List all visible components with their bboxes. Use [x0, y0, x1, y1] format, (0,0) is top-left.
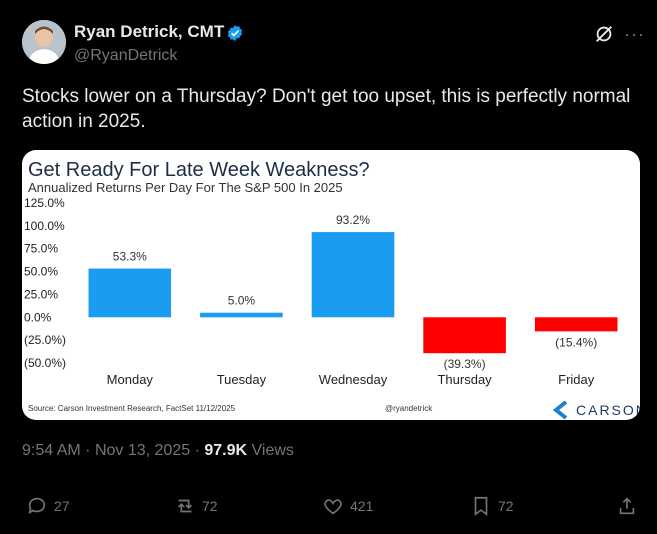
tweet-time[interactable]: 9:54 AM	[22, 442, 81, 459]
x-axis: Monday Tuesday Wednesday Thursday Friday	[107, 372, 595, 387]
tweet-date[interactable]: Nov 13, 2025	[94, 442, 191, 459]
chart-card[interactable]: Get Ready For Late Week Weakness? Annual…	[22, 150, 640, 420]
heart-icon	[324, 499, 342, 515]
x-tick-label: Friday	[558, 372, 595, 387]
y-tick-label: 0.0%	[24, 310, 52, 324]
tweet-text: Stocks lower on a Thursday? Don't get to…	[22, 86, 631, 132]
reply-icon	[28, 497, 46, 514]
data-label: 93.2%	[336, 213, 370, 227]
bookmark-icon	[474, 496, 488, 516]
share-icon	[619, 497, 635, 515]
tweet-meta: 9:54 AM · Nov 13, 2025 · 97.9K Views	[22, 442, 294, 459]
bars	[88, 232, 618, 354]
bar-thursday	[423, 317, 506, 354]
views-count: 97.9K	[204, 442, 248, 459]
y-tick-label: (50.0%)	[24, 356, 66, 370]
carson-brand: CARSON	[576, 402, 640, 418]
y-axis: 125.0% 100.0% 75.0% 50.0% 25.0% 0.0% (25.0%) (5…	[24, 196, 66, 370]
like-button[interactable]: 421	[322, 494, 373, 518]
x-tick-label: Wednesday	[319, 372, 388, 387]
repost-button[interactable]: 72	[174, 494, 218, 518]
y-tick-label: 75.0%	[24, 242, 58, 256]
avatar[interactable]	[22, 20, 66, 64]
returns-bar-chart: Get Ready For Late Week Weakness? Annual…	[24, 159, 640, 420]
share-button[interactable]	[616, 494, 638, 518]
bar-tuesday	[200, 312, 283, 318]
chart-subtitle: Annualized Returns Per Day For The S&P 5…	[28, 180, 343, 195]
data-label: (39.3%)	[444, 357, 486, 371]
x-tick-label: Monday	[107, 372, 154, 387]
verified-badge-icon	[227, 25, 243, 41]
bookmark-count: 72	[498, 498, 514, 514]
data-label: 53.3%	[113, 250, 147, 264]
like-count: 421	[350, 498, 374, 514]
carson-logo-icon	[552, 400, 568, 420]
bar-monday	[88, 268, 172, 318]
data-label: 5.0%	[228, 294, 256, 308]
author-name[interactable]: Ryan Detrick, CMT	[74, 22, 225, 41]
grok-icon[interactable]	[593, 23, 615, 45]
y-tick-label: (25.0%)	[24, 333, 66, 347]
y-tick-label: 100.0%	[24, 219, 65, 233]
bar-friday	[534, 317, 618, 332]
views-label: Views	[251, 442, 294, 459]
chart-title: Get Ready For Late Week Weakness?	[28, 159, 370, 181]
y-tick-label: 125.0%	[24, 196, 65, 210]
x-tick-label: Thursday	[437, 372, 492, 387]
bookmark-button[interactable]: 72	[470, 494, 514, 518]
more-options-icon[interactable]: ···	[624, 24, 645, 44]
x-tick-label: Tuesday	[217, 372, 267, 387]
reply-count: 27	[54, 498, 70, 514]
chart-credit: @ryandetrick	[385, 404, 433, 413]
reply-button[interactable]: 27	[26, 494, 70, 518]
bar-wednesday	[311, 232, 395, 318]
y-tick-label: 50.0%	[24, 265, 58, 279]
bar-labels: 53.3% 5.0% 93.2% (39.3%) (15.4%)	[113, 213, 597, 371]
chart-source: Source: Carson Investment Research, Fact…	[28, 404, 236, 413]
repost-icon	[177, 499, 193, 513]
y-tick-label: 25.0%	[24, 287, 58, 301]
repost-count: 72	[202, 498, 218, 514]
data-label: (15.4%)	[555, 335, 597, 349]
author-handle[interactable]: @RyanDetrick	[74, 47, 178, 64]
